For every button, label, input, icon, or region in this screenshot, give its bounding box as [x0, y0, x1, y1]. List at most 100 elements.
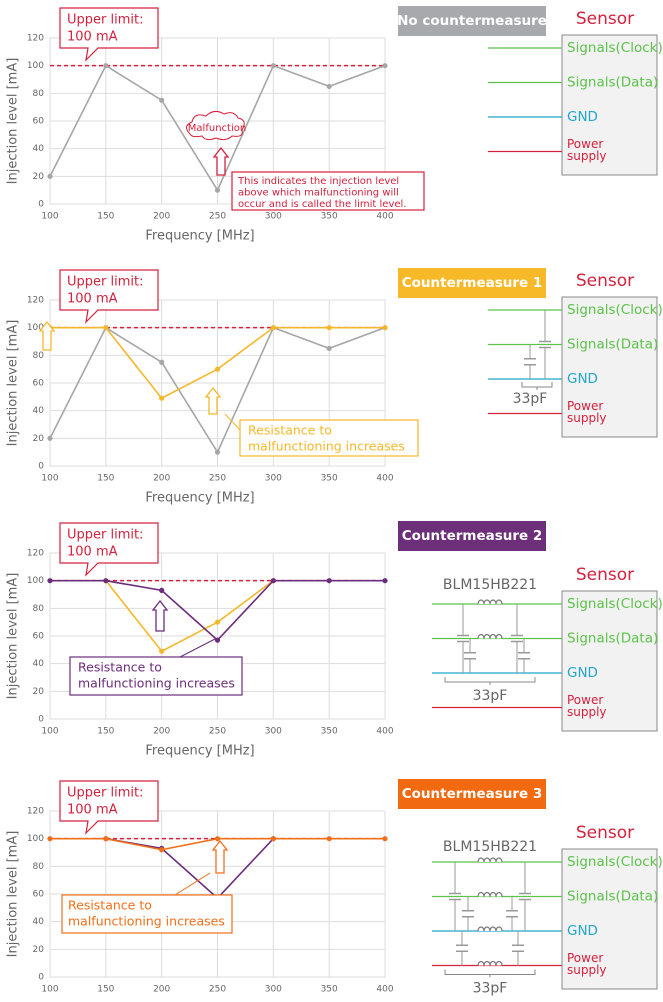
leader — [224, 413, 241, 431]
callout-box — [59, 269, 159, 324]
data-point — [270, 325, 276, 331]
badge-text: Countermeasure 3 — [402, 786, 543, 802]
note-box — [61, 894, 233, 934]
arrow — [211, 839, 229, 874]
data-point — [326, 345, 332, 352]
inductor — [477, 857, 503, 863]
x-axis-label: Frequency [MHz] — [145, 491, 254, 506]
sensor-title: Sensor — [576, 9, 634, 29]
x-tick-label: 150 — [97, 474, 114, 484]
note-text: occur and is called the limit level. — [238, 199, 407, 210]
y-tick-label: 40 — [33, 917, 45, 927]
leader — [174, 872, 211, 896]
callout-text: 100 mA — [67, 292, 118, 307]
y-tick-label: 20 — [33, 687, 45, 697]
x-tick-label: 250 — [209, 727, 226, 737]
brace — [521, 382, 553, 390]
pin-label: supply — [567, 705, 607, 719]
data-point — [214, 366, 221, 372]
callout-box — [59, 522, 159, 577]
badge-text: Countermeasure 2 — [402, 528, 543, 544]
arrow — [212, 146, 230, 176]
callout-box — [59, 780, 159, 835]
x-tick-label: 300 — [265, 985, 282, 995]
y-tick-label: 0 — [38, 715, 44, 725]
sensor-box — [561, 848, 658, 990]
note-text: Resistance to — [78, 660, 162, 675]
y-tick-label: 0 — [38, 973, 44, 983]
y-axis-label: Injection level [mA] — [6, 831, 21, 958]
sensor-box — [561, 590, 658, 732]
x-tick-label: 200 — [153, 212, 170, 222]
y-tick-label: 60 — [33, 632, 45, 642]
inductor — [477, 960, 503, 966]
x-axis-label: Frequency [MHz] — [145, 744, 254, 759]
y-tick-label: 80 — [33, 604, 45, 614]
y-tick-label: 20 — [33, 172, 45, 182]
x-tick-label: 300 — [265, 727, 282, 737]
sensor-title: Sensor — [576, 823, 634, 843]
callout-text: 100 mA — [67, 30, 118, 45]
data-point — [270, 836, 276, 842]
data-point — [159, 97, 165, 103]
inductor — [477, 926, 503, 932]
arrow — [204, 386, 222, 415]
note-box — [239, 419, 419, 457]
badge — [398, 779, 546, 809]
x-tick-label: 250 — [209, 474, 226, 484]
data-point — [326, 836, 332, 842]
cloud — [186, 110, 245, 141]
pin-label: supply — [567, 963, 607, 977]
data-point — [214, 187, 221, 193]
malfunction-label: Malfunction — [188, 123, 246, 134]
series-line — [105, 580, 274, 653]
callout-text: Upper limit: — [67, 528, 143, 543]
x-tick-label: 400 — [376, 985, 393, 995]
data-point — [214, 637, 221, 643]
x-tick-label: 250 — [209, 212, 226, 222]
y-tick-label: 40 — [33, 406, 45, 416]
inductor — [477, 891, 503, 897]
badge — [398, 6, 546, 36]
note-text: Resistance to — [248, 423, 332, 438]
y-tick-label: 80 — [33, 862, 45, 872]
y-axis-label: Injection level [mA] — [6, 58, 21, 185]
sensor-box — [561, 34, 658, 176]
x-tick-label: 350 — [321, 474, 338, 484]
cap-label: 33pF — [513, 391, 548, 407]
arrow — [38, 320, 56, 351]
pin-label: Signals(Data) — [567, 337, 658, 353]
y-tick-label: 20 — [33, 434, 45, 444]
sensor-title: Sensor — [576, 271, 634, 291]
pin-label: GND — [567, 109, 598, 125]
x-tick-label: 100 — [41, 727, 58, 737]
brace — [444, 677, 536, 685]
data-point — [103, 578, 109, 584]
y-tick-label: 40 — [33, 659, 45, 669]
pin-label: Signals(Data) — [567, 75, 658, 91]
x-axis-label: Frequency [MHz] — [145, 229, 254, 244]
pin-label: GND — [567, 923, 598, 939]
note-box — [231, 171, 425, 211]
data-point — [382, 836, 388, 842]
pin-label: supply — [567, 149, 607, 163]
data-point — [47, 435, 53, 441]
x-tick-label: 100 — [41, 474, 58, 484]
y-tick-label: 0 — [38, 200, 44, 210]
callout-text: Upper limit: — [67, 13, 143, 28]
badge-text: No countermeasure — [397, 13, 547, 29]
y-tick-label: 120 — [27, 807, 44, 817]
pin-label: Power — [567, 693, 603, 707]
data-point — [382, 63, 388, 69]
data-point — [326, 578, 332, 584]
y-tick-label: 40 — [33, 144, 45, 154]
callout-text: Upper limit: — [67, 786, 143, 801]
data-point — [47, 836, 53, 842]
x-tick-label: 350 — [321, 985, 338, 995]
badge — [398, 521, 546, 551]
y-tick-label: 60 — [33, 117, 45, 127]
data-point — [47, 578, 53, 584]
cap-label: 33pF — [473, 981, 508, 997]
note-text: malfunctioning increases — [78, 676, 235, 691]
